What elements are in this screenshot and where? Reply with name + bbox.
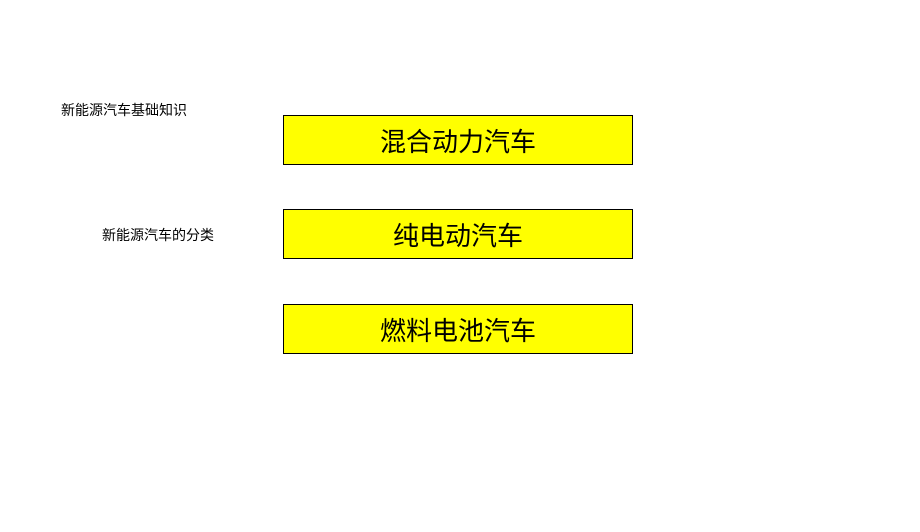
section-subtitle: 新能源汽车的分类 <box>102 225 214 245</box>
category-box-fuelcell: 燃料电池汽车 <box>283 304 633 354</box>
category-box-electric: 纯电动汽车 <box>283 209 633 259</box>
category-box-hybrid: 混合动力汽车 <box>283 115 633 165</box>
category-label: 混合动力汽车 <box>380 122 536 159</box>
category-label: 燃料电池汽车 <box>380 311 536 348</box>
page-title: 新能源汽车基础知识 <box>61 100 187 120</box>
category-label: 纯电动汽车 <box>393 216 523 253</box>
